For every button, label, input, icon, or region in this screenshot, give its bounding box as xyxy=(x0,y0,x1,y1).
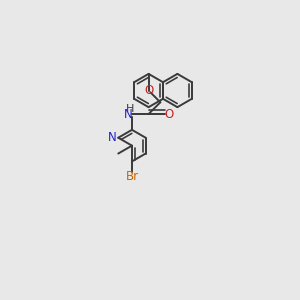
Text: Br: Br xyxy=(125,170,139,183)
Text: H: H xyxy=(125,104,134,114)
Text: O: O xyxy=(164,107,173,121)
Text: N: N xyxy=(108,131,116,144)
Text: N: N xyxy=(124,107,133,121)
Text: O: O xyxy=(144,84,153,97)
